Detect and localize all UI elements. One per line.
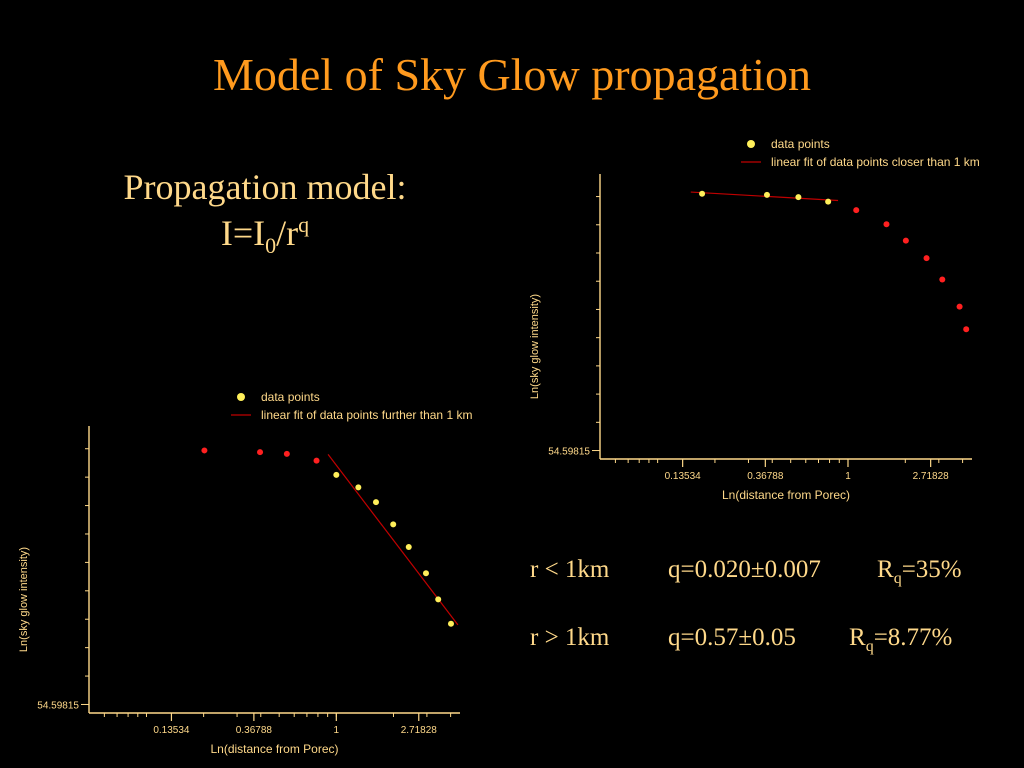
x-tick-label: 0.36788 [747, 471, 784, 482]
data-point-red [853, 207, 860, 214]
r-subscript: q [893, 570, 902, 587]
x-tick-label: 0.36788 [236, 725, 273, 736]
r-value: =8.77% [873, 624, 953, 651]
data-point-yellow [447, 620, 454, 627]
x-tick-label: 1 [334, 725, 340, 736]
model-equation: I=I0/rq [60, 206, 470, 265]
data-point-yellow [372, 499, 379, 506]
data-point-red [201, 447, 208, 454]
data-point-red [939, 276, 946, 283]
y-tick-label: 54.59815 [37, 700, 79, 711]
result-r: Rq=35% [877, 556, 962, 588]
equation-lhs: I=I [220, 213, 266, 253]
x-axis-label: Ln(distance from Porec) [722, 488, 850, 502]
propagation-model: Propagation model: I=I0/rq [60, 168, 470, 265]
data-point-yellow [699, 190, 706, 197]
data-point-red [902, 237, 909, 244]
data-point-yellow [763, 191, 770, 198]
result-r: Rq=8.77% [849, 624, 952, 656]
data-point-red [883, 221, 890, 228]
legend-label-fit: linear fit of data points closer than 1 … [771, 155, 980, 169]
x-tick-label: 2.71828 [401, 725, 438, 736]
data-point-red [923, 255, 930, 262]
data-point-yellow [435, 596, 442, 603]
x-axis-label: Ln(distance from Porec) [210, 742, 338, 756]
r-label: R [877, 556, 894, 583]
fit-line [327, 454, 459, 626]
r-label: R [849, 624, 866, 651]
data-point-yellow [825, 198, 832, 205]
x-tick-label: 0.13534 [665, 471, 702, 482]
result-q: q=0.020±0.007 [668, 556, 821, 583]
y-axis-label: Ln(sky glow intensity) [18, 547, 30, 652]
data-point-red [283, 450, 290, 457]
equation-subscript: 0 [265, 233, 277, 259]
slide-title: Model of Sky Glow propagation [213, 49, 811, 100]
y-tick-label: 54.59815 [548, 447, 590, 458]
result-condition: r < 1km [530, 556, 610, 583]
legend-label-points: data points [771, 137, 830, 151]
data-point-red [257, 449, 264, 456]
result-condition: r > 1km [530, 624, 610, 651]
r-value: =35% [901, 556, 962, 583]
r-subscript: q [865, 638, 874, 655]
data-point-yellow [405, 544, 412, 551]
data-point-yellow [333, 471, 340, 478]
model-heading: Propagation model: [123, 167, 407, 207]
data-point-yellow [795, 194, 802, 201]
legend-label-fit: linear fit of data points further than 1… [261, 408, 472, 422]
equation-exponent: q [298, 212, 310, 237]
x-tick-label: 2.71828 [913, 471, 950, 482]
data-point-yellow [422, 570, 429, 577]
y-axis-label: Ln(sky glow intensity) [529, 294, 541, 399]
legend-marker-points [237, 393, 245, 401]
data-point-red [956, 303, 963, 310]
result-q: q=0.57±0.05 [668, 624, 796, 651]
data-point-red [313, 457, 320, 464]
data-point-yellow [355, 484, 362, 491]
legend-marker-points [747, 140, 755, 148]
data-point-yellow [390, 521, 397, 528]
x-tick-label: 1 [845, 471, 851, 482]
legend-label-points: data points [261, 390, 320, 404]
x-tick-label: 0.13534 [153, 725, 190, 736]
equation-mid: /r [276, 213, 299, 253]
data-point-red [963, 326, 970, 333]
